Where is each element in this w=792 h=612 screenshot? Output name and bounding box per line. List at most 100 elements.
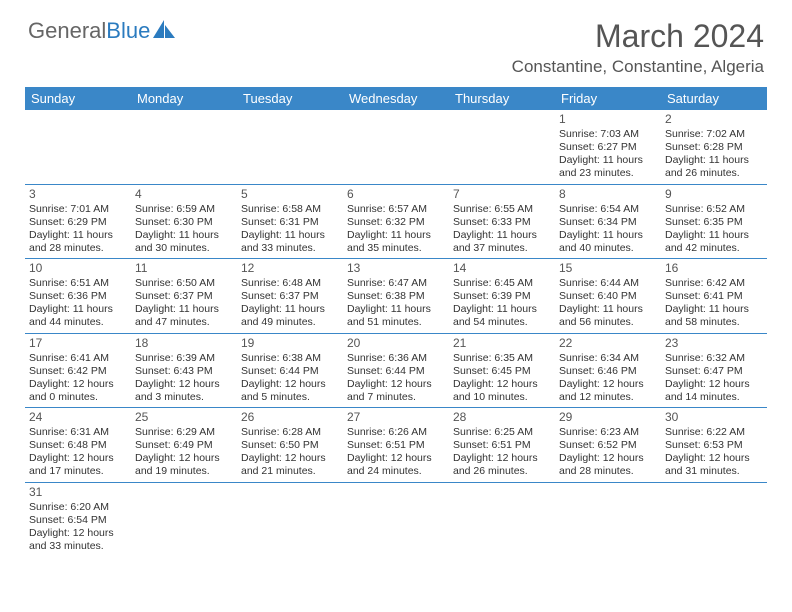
calendar-day: 28Sunrise: 6:25 AMSunset: 6:51 PMDayligh…	[449, 408, 555, 483]
day-number: 12	[241, 261, 339, 276]
day-detail: and 51 minutes.	[347, 316, 445, 329]
calendar-day: 14Sunrise: 6:45 AMSunset: 6:39 PMDayligh…	[449, 259, 555, 334]
day-detail: Sunrise: 7:01 AM	[29, 203, 127, 216]
day-detail: Sunset: 6:46 PM	[559, 365, 657, 378]
day-detail: Daylight: 12 hours	[665, 378, 763, 391]
day-detail: Sunset: 6:31 PM	[241, 216, 339, 229]
day-detail: Daylight: 12 hours	[29, 378, 127, 391]
day-detail: and 44 minutes.	[29, 316, 127, 329]
calendar-day-empty	[237, 482, 343, 556]
calendar-day: 25Sunrise: 6:29 AMSunset: 6:49 PMDayligh…	[131, 408, 237, 483]
day-number: 21	[453, 336, 551, 351]
day-detail: Sunrise: 7:02 AM	[665, 128, 763, 141]
day-detail: and 0 minutes.	[29, 391, 127, 404]
calendar-week: 24Sunrise: 6:31 AMSunset: 6:48 PMDayligh…	[25, 408, 767, 483]
day-detail: Sunrise: 6:32 AM	[665, 352, 763, 365]
calendar-day: 7Sunrise: 6:55 AMSunset: 6:33 PMDaylight…	[449, 184, 555, 259]
day-number: 5	[241, 187, 339, 202]
day-detail: Daylight: 12 hours	[559, 452, 657, 465]
day-detail: and 19 minutes.	[135, 465, 233, 478]
day-detail: Sunset: 6:37 PM	[135, 290, 233, 303]
day-detail: and 23 minutes.	[559, 167, 657, 180]
day-detail: and 3 minutes.	[135, 391, 233, 404]
day-detail: Daylight: 12 hours	[29, 452, 127, 465]
calendar-day: 10Sunrise: 6:51 AMSunset: 6:36 PMDayligh…	[25, 259, 131, 334]
day-detail: and 30 minutes.	[135, 242, 233, 255]
day-detail: Sunset: 6:29 PM	[29, 216, 127, 229]
day-detail: Sunset: 6:51 PM	[347, 439, 445, 452]
day-detail: Sunrise: 6:54 AM	[559, 203, 657, 216]
calendar-day: 11Sunrise: 6:50 AMSunset: 6:37 PMDayligh…	[131, 259, 237, 334]
day-detail: Sunrise: 6:31 AM	[29, 426, 127, 439]
weekday-header: Thursday	[449, 87, 555, 110]
day-detail: Daylight: 11 hours	[29, 303, 127, 316]
day-detail: and 26 minutes.	[453, 465, 551, 478]
day-detail: Sunset: 6:41 PM	[665, 290, 763, 303]
day-detail: Sunrise: 6:55 AM	[453, 203, 551, 216]
day-detail: and 26 minutes.	[665, 167, 763, 180]
day-detail: Daylight: 12 hours	[241, 452, 339, 465]
day-detail: Daylight: 11 hours	[453, 303, 551, 316]
day-detail: Daylight: 11 hours	[665, 154, 763, 167]
day-detail: Sunrise: 6:50 AM	[135, 277, 233, 290]
day-detail: and 37 minutes.	[453, 242, 551, 255]
day-number: 4	[135, 187, 233, 202]
calendar-day-empty	[661, 482, 767, 556]
day-detail: Daylight: 11 hours	[241, 303, 339, 316]
day-detail: Sunset: 6:36 PM	[29, 290, 127, 303]
day-detail: Sunrise: 6:25 AM	[453, 426, 551, 439]
day-detail: Daylight: 11 hours	[29, 229, 127, 242]
day-number: 31	[29, 485, 127, 500]
day-detail: Sunrise: 6:57 AM	[347, 203, 445, 216]
day-detail: Daylight: 12 hours	[453, 378, 551, 391]
day-detail: Sunset: 6:33 PM	[453, 216, 551, 229]
day-number: 3	[29, 187, 127, 202]
calendar-day: 8Sunrise: 6:54 AMSunset: 6:34 PMDaylight…	[555, 184, 661, 259]
day-detail: Sunrise: 6:26 AM	[347, 426, 445, 439]
weekday-header: Monday	[131, 87, 237, 110]
day-number: 24	[29, 410, 127, 425]
day-number: 27	[347, 410, 445, 425]
calendar-week: 31Sunrise: 6:20 AMSunset: 6:54 PMDayligh…	[25, 482, 767, 556]
day-detail: Sunset: 6:44 PM	[241, 365, 339, 378]
day-number: 2	[665, 112, 763, 127]
day-detail: Sunrise: 6:42 AM	[665, 277, 763, 290]
day-number: 26	[241, 410, 339, 425]
day-detail: Sunset: 6:34 PM	[559, 216, 657, 229]
day-detail: Sunrise: 6:36 AM	[347, 352, 445, 365]
title-block: March 2024 Constantine, Constantine, Alg…	[512, 18, 764, 77]
day-detail: Sunrise: 6:34 AM	[559, 352, 657, 365]
day-detail: Sunset: 6:37 PM	[241, 290, 339, 303]
day-detail: Sunset: 6:30 PM	[135, 216, 233, 229]
day-detail: Sunrise: 6:22 AM	[665, 426, 763, 439]
calendar-day: 12Sunrise: 6:48 AMSunset: 6:37 PMDayligh…	[237, 259, 343, 334]
weekday-header: Saturday	[661, 87, 767, 110]
logo-text-1: General	[28, 18, 106, 44]
day-detail: Sunset: 6:27 PM	[559, 141, 657, 154]
page-header: GeneralBlue March 2024 Constantine, Cons…	[0, 0, 792, 81]
day-detail: Sunset: 6:50 PM	[241, 439, 339, 452]
calendar-day-empty	[343, 110, 449, 184]
day-number: 1	[559, 112, 657, 127]
day-detail: and 14 minutes.	[665, 391, 763, 404]
day-detail: and 49 minutes.	[241, 316, 339, 329]
day-detail: and 12 minutes.	[559, 391, 657, 404]
day-number: 16	[665, 261, 763, 276]
day-number: 9	[665, 187, 763, 202]
day-number: 8	[559, 187, 657, 202]
day-detail: and 24 minutes.	[347, 465, 445, 478]
day-detail: Daylight: 11 hours	[453, 229, 551, 242]
calendar-day-empty	[237, 110, 343, 184]
calendar-day: 1Sunrise: 7:03 AMSunset: 6:27 PMDaylight…	[555, 110, 661, 184]
day-detail: Sunset: 6:39 PM	[453, 290, 551, 303]
calendar-day: 30Sunrise: 6:22 AMSunset: 6:53 PMDayligh…	[661, 408, 767, 483]
weekday-header: Wednesday	[343, 87, 449, 110]
day-detail: Sunrise: 6:58 AM	[241, 203, 339, 216]
day-detail: Daylight: 12 hours	[347, 378, 445, 391]
day-detail: and 40 minutes.	[559, 242, 657, 255]
day-number: 29	[559, 410, 657, 425]
logo-text-2: Blue	[106, 18, 150, 44]
day-detail: Sunrise: 6:51 AM	[29, 277, 127, 290]
day-detail: Sunrise: 6:28 AM	[241, 426, 339, 439]
day-detail: Sunset: 6:40 PM	[559, 290, 657, 303]
